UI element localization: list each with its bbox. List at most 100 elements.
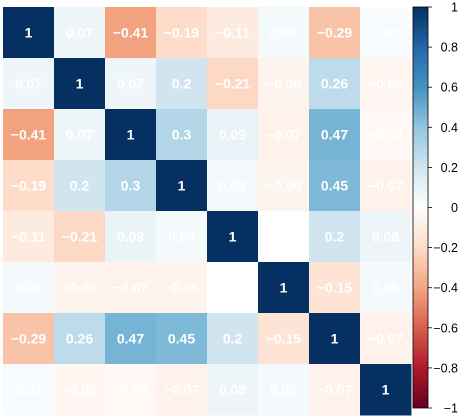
heatmap-cell: [156, 211, 208, 263]
colorbar-tick-label: 0.4: [441, 121, 458, 135]
heatmap-cell: [54, 7, 106, 59]
heatmap-cell: [3, 7, 55, 59]
heatmap-cell: [309, 160, 361, 212]
heatmap-cell-label: −0.11: [11, 229, 46, 245]
heatmap-cell: [105, 364, 157, 416]
colorbar-tick-label: −1: [444, 402, 458, 416]
heatmap-cell-label: 0.2: [223, 331, 243, 347]
heatmap-cell: [309, 211, 361, 263]
heatmap-cell-label: 0.47: [117, 331, 144, 347]
colorbar-tick-label: −0.2: [433, 241, 458, 255]
colorbar-tick-label: 0: [451, 201, 458, 215]
heatmap-cell-label: −0.04: [368, 127, 404, 143]
heatmap-cell-label: 0.05: [270, 382, 297, 398]
heatmap-cell: [3, 109, 55, 161]
heatmap-cell: [207, 313, 259, 365]
heatmap-cell-label: −0.05: [368, 76, 404, 92]
heatmap-cell-label: 1: [382, 382, 390, 398]
heatmap-cell-label: 0.08: [372, 229, 399, 245]
heatmap-cell: [3, 262, 55, 314]
heatmap-cell-label: −0.07: [368, 331, 404, 347]
heatmap-cell-label: 0.26: [321, 76, 348, 92]
heatmap-cell: [258, 313, 310, 365]
heatmap-cell-label: 0.03: [372, 25, 399, 41]
heatmap-cell: [258, 262, 310, 314]
heatmap-cell-label: −0.05: [62, 382, 98, 398]
heatmap-cells: [3, 7, 412, 416]
heatmap-cell-label: −0.04: [113, 382, 149, 398]
heatmap-cell: [360, 364, 412, 416]
heatmap-cell: [309, 364, 361, 416]
heatmap-cell-label: 0.08: [219, 382, 246, 398]
heatmap-cell-label: 1: [25, 25, 33, 41]
heatmap-cell: [105, 160, 157, 212]
heatmap-cell: [54, 211, 106, 263]
heatmap-cell: [54, 262, 106, 314]
colorbar-tick-label: −0.4: [433, 281, 458, 295]
heatmap-cell: [360, 313, 412, 365]
heatmap-cell: [207, 262, 259, 314]
heatmap-cell: [207, 211, 259, 263]
heatmap-cell-label: 1: [178, 178, 186, 194]
heatmap-cell: [105, 7, 157, 59]
heatmap-cell-label: −0.29: [11, 331, 47, 347]
heatmap-cell-label: 0.05: [219, 178, 246, 194]
heatmap-cell-label: 0.47: [321, 127, 348, 143]
heatmap-cell-label: 1: [127, 127, 135, 143]
heatmap-cell: [54, 313, 106, 365]
heatmap-cell: [3, 364, 55, 416]
heatmap-cell-label: −0.19: [164, 25, 200, 41]
heatmap-cell: [156, 262, 208, 314]
heatmap-cell-labels: 1 0.07 −0.41 −0.19 −0.11 0.05 −0.29 0.03 0.07 1 0.…: [11, 25, 404, 398]
heatmap-cell-label: 1: [280, 280, 288, 296]
heatmap-cell-label: −0.06: [62, 280, 98, 296]
heatmap-cell: [54, 58, 106, 110]
heatmap-cell-label: 0.3: [172, 127, 192, 143]
heatmap-cell-label: 1: [229, 229, 237, 245]
heatmap-cell: [105, 211, 157, 263]
heatmap-cell: [54, 364, 106, 416]
heatmap-cell: [360, 7, 412, 59]
heatmap-cell-label: −0.07: [317, 382, 353, 398]
heatmap-cell-label: 0.26: [66, 331, 93, 347]
heatmap-cell-label: 0.3: [121, 178, 141, 194]
heatmap-cell: [258, 160, 310, 212]
colorbar-gradient: [412, 6, 429, 409]
heatmap-cell-label: 0.07: [117, 76, 144, 92]
heatmap-cell: [258, 109, 310, 161]
heatmap-cell: [309, 58, 361, 110]
heatmap-cell: [360, 211, 412, 263]
heatmap-cell-label: −0.07: [368, 178, 404, 194]
colorbar: 1 0.8 0.6 0.4 0.2 0 −0.2 −0.4 −0.6 −0.8 −1: [412, 1, 458, 416]
heatmap-cell-label: 0.09: [219, 127, 246, 143]
colorbar-tick-label: 1: [451, 1, 458, 15]
heatmap-cell: [309, 262, 361, 314]
heatmap-cell: [360, 109, 412, 161]
heatmap-cell: [156, 7, 208, 59]
heatmap-cell: [360, 160, 412, 212]
heatmap-cell: [309, 109, 361, 161]
heatmap-cell: [3, 58, 55, 110]
heatmap-cell: [258, 364, 310, 416]
heatmap-cell: [3, 211, 55, 263]
colorbar-tick-label: −0.6: [433, 321, 458, 335]
heatmap-cell-label: 0.45: [321, 178, 348, 194]
heatmap-cell: [105, 58, 157, 110]
colorbar-ticks: 1 0.8 0.6 0.4 0.2 0 −0.2 −0.4 −0.6 −0.8 −1: [428, 1, 458, 416]
heatmap-cell: [360, 58, 412, 110]
heatmap-cell-label: 0.05: [15, 280, 42, 296]
heatmap-cell-label: 0.07: [66, 127, 93, 143]
heatmap-cell: [309, 7, 361, 59]
heatmap-cell: [258, 7, 310, 59]
heatmap-cell-label: −0.41: [11, 127, 47, 143]
heatmap-cell-label: 0.05: [270, 25, 297, 41]
heatmap-cell-label: −0.06: [164, 280, 200, 296]
heatmap-cell-label: −0.19: [11, 178, 47, 194]
colorbar-tick-label: 0.2: [441, 161, 458, 175]
heatmap-cell: [156, 58, 208, 110]
heatmap-cell-label: −0.07: [164, 382, 200, 398]
colorbar-tick-label: −0.8: [433, 361, 458, 375]
colorbar-tick-label: 0.8: [441, 41, 458, 55]
heatmap-cell: [207, 7, 259, 59]
heatmap-cell: [360, 262, 412, 314]
